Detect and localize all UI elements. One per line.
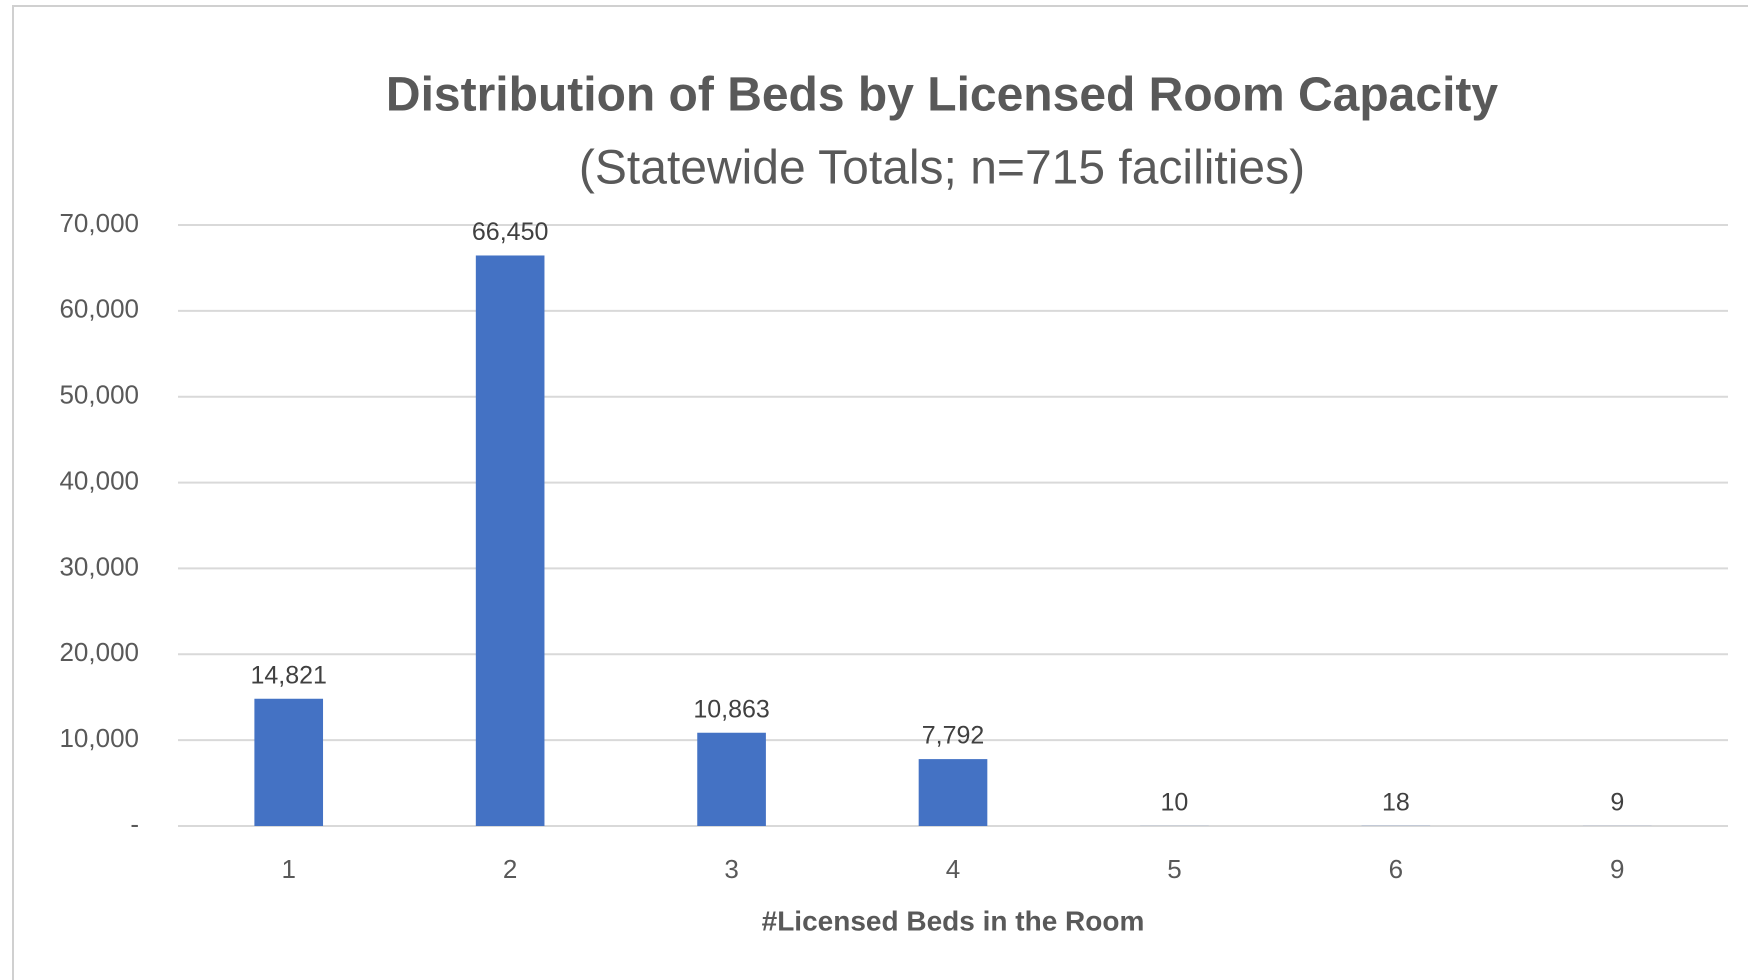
value-label: 14,821 [250,661,326,689]
x-tick-label: 9 [1610,854,1624,884]
y-tick-label: 10,000 [59,723,139,753]
chart-subtitle: (Statewide Totals; n=715 facilities) [579,142,1305,195]
y-tick-label: 30,000 [59,551,139,581]
y-tick-label: - [130,809,139,839]
chart-title: Distribution of Beds by Licensed Room Ca… [386,69,1498,122]
x-tick-label: 4 [946,854,960,884]
value-label: 18 [1382,788,1410,816]
x-tick-label: 3 [724,854,738,884]
bar [254,698,324,826]
y-tick-label: 60,000 [59,294,139,324]
y-tick-label: 20,000 [59,637,139,667]
y-tick-label: 40,000 [59,465,139,495]
x-tick-label: 5 [1167,854,1181,884]
x-tick-label: 1 [281,854,295,884]
x-tick-label: 6 [1389,854,1403,884]
bar [475,255,545,827]
bar [697,732,766,826]
value-label: 10 [1161,789,1189,817]
value-label: 66,450 [472,218,548,246]
x-tick-label: 2 [503,854,517,884]
value-label: 7,792 [922,722,985,750]
y-tick-label: 70,000 [59,208,139,238]
value-label: 9 [1610,789,1624,817]
y-tick-label: 50,000 [59,380,139,410]
value-label: 10,863 [693,695,769,723]
bar [918,759,988,826]
chart-frame [12,5,1748,980]
x-axis-title: #Licensed Beds in the Room [762,905,1145,936]
